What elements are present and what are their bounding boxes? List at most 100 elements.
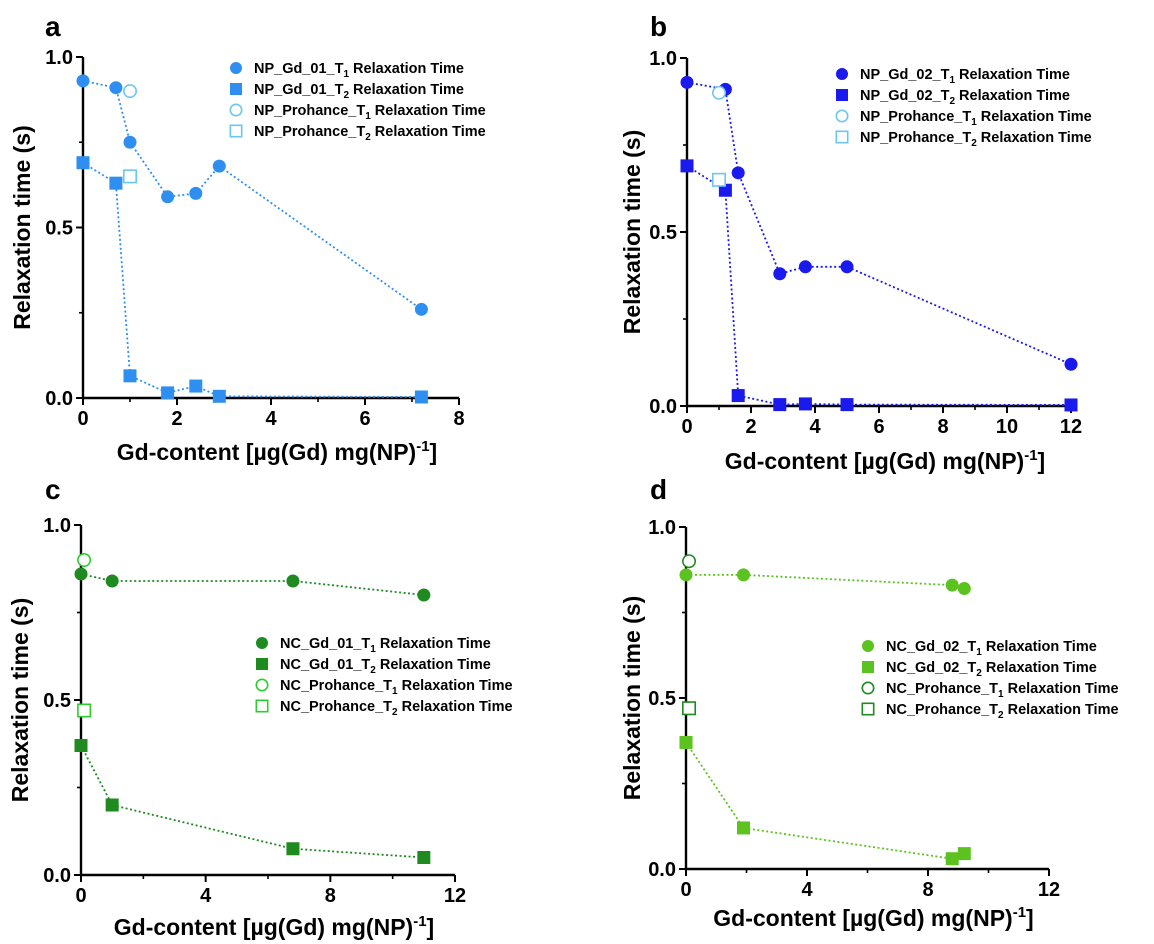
data-point	[957, 582, 971, 596]
data-point	[773, 267, 787, 281]
data-point	[682, 554, 697, 569]
legend-marker	[862, 640, 874, 652]
y-tick-label: 0.5	[45, 218, 73, 240]
data-point	[109, 176, 123, 190]
panel-letter: a	[45, 11, 61, 42]
data-point	[679, 735, 693, 749]
x-tick-label: 10	[996, 416, 1018, 438]
data-point	[123, 135, 137, 149]
data-point	[417, 588, 431, 602]
chart-panel-b: b 0 2 4 6 8 10 12 0.0 0.5 1.0 Relaxation time (s) Gd…	[619, 11, 1092, 474]
x-tick-label: 2	[171, 408, 182, 430]
data-point	[189, 186, 203, 200]
series-line-1	[80, 745, 424, 859]
legend-marker	[835, 130, 849, 144]
data-point	[736, 568, 750, 582]
legend-entry: NP_Gd_02_T1 Relaxation Time	[860, 67, 1070, 86]
y-axis-title: Relaxation time (s)	[9, 125, 35, 330]
legend-entry: NP_Gd_01_T2 Relaxation Time	[254, 82, 464, 101]
y-tick-label: 1.0	[43, 515, 71, 537]
x-tick-label: 8	[453, 408, 464, 430]
x-tick-label: 8	[922, 879, 933, 901]
legend-entry: NC_Gd_02_T1 Relaxation Time	[886, 639, 1097, 658]
data-point	[718, 183, 732, 197]
legend-marker	[862, 661, 874, 673]
data-point	[679, 568, 693, 582]
y-tick-label: 1.0	[649, 48, 677, 70]
data-point	[105, 574, 119, 588]
data-point	[414, 302, 428, 316]
x-axis-title: Gd-content [µg(Gd) mg(NP)-1]	[117, 438, 437, 465]
x-tick-label: 0	[77, 408, 88, 430]
x-tick-label: 4	[801, 879, 813, 901]
data-point	[773, 398, 787, 412]
legend-marker	[230, 83, 242, 95]
legend-entry: NC_Prohance_T1 Relaxation Time	[886, 681, 1119, 700]
x-tick-label: 8	[937, 416, 948, 438]
x-tick-label: 12	[1038, 879, 1060, 901]
legend-marker	[861, 702, 875, 716]
data-point	[417, 851, 431, 864]
legend-marker	[256, 637, 268, 649]
legend-entry: NC_Prohance_T2 Relaxation Time	[886, 702, 1119, 721]
y-axis-title: Relaxation time (s)	[619, 130, 645, 335]
legend-marker	[861, 681, 875, 695]
data-point	[123, 369, 137, 383]
legend-entry: NP_Prohance_T1 Relaxation Time	[860, 109, 1092, 128]
y-tick-label: 0.5	[649, 222, 677, 244]
data-point	[711, 85, 726, 100]
y-tick-label: 0.0	[649, 396, 677, 418]
legend-entry: NC_Gd_02_T2 Relaxation Time	[886, 660, 1097, 679]
data-point	[212, 389, 226, 403]
x-axis-title: Gd-content [µg(Gd) mg(NP)-1]	[725, 447, 1045, 474]
y-tick-label: 0.5	[43, 690, 71, 712]
y-tick-label: 0.0	[43, 865, 71, 887]
data-point	[414, 390, 428, 404]
data-point	[74, 739, 88, 752]
legend-marker	[229, 103, 243, 117]
data-point	[189, 379, 203, 393]
series-line-1	[82, 161, 422, 398]
data-point	[682, 701, 697, 716]
data-point	[840, 260, 854, 274]
data-point	[123, 84, 138, 99]
legend-marker	[836, 89, 848, 101]
panel-letter: c	[45, 474, 61, 505]
series-line-0	[686, 573, 965, 590]
panel-letter: b	[650, 11, 667, 42]
y-tick-label: 1.0	[648, 517, 676, 539]
x-tick-label: 0	[75, 885, 86, 907]
data-point	[731, 166, 745, 180]
data-point	[123, 169, 138, 184]
legend-marker	[255, 678, 269, 692]
legend-entry: NC_Gd_01_T1 Relaxation Time	[280, 636, 491, 655]
x-tick-label: 4	[809, 416, 821, 438]
data-point	[840, 398, 854, 412]
data-point	[109, 81, 123, 95]
legend-marker	[835, 109, 849, 123]
y-tick-label: 0.0	[45, 388, 73, 410]
panel-letter: d	[650, 474, 667, 505]
x-tick-label: 2	[745, 416, 756, 438]
legend-entry: NP_Prohance_T2 Relaxation Time	[860, 130, 1092, 149]
legend-marker	[256, 658, 268, 670]
legend-marker	[229, 124, 243, 138]
legend-entry: NC_Gd_01_T2 Relaxation Time	[280, 657, 491, 676]
data-point	[74, 567, 88, 581]
data-point	[105, 798, 119, 812]
series-line-1	[686, 165, 1072, 406]
x-axis-title: Gd-content [µg(Gd) mg(NP)-1]	[713, 904, 1033, 931]
data-point	[680, 75, 694, 89]
x-tick-label: 0	[681, 416, 692, 438]
legend-marker	[836, 68, 848, 80]
data-point	[798, 260, 812, 274]
data-point	[161, 386, 175, 400]
x-tick-label: 4	[200, 885, 212, 907]
legend-entry: NP_Prohance_T1 Relaxation Time	[254, 103, 486, 122]
data-point	[161, 190, 175, 204]
y-tick-label: 0.5	[648, 688, 676, 710]
y-axis-title: Relaxation time (s)	[619, 596, 645, 801]
legend-entry: NC_Prohance_T1 Relaxation Time	[280, 678, 513, 697]
data-point	[76, 156, 90, 170]
data-point	[286, 842, 300, 856]
